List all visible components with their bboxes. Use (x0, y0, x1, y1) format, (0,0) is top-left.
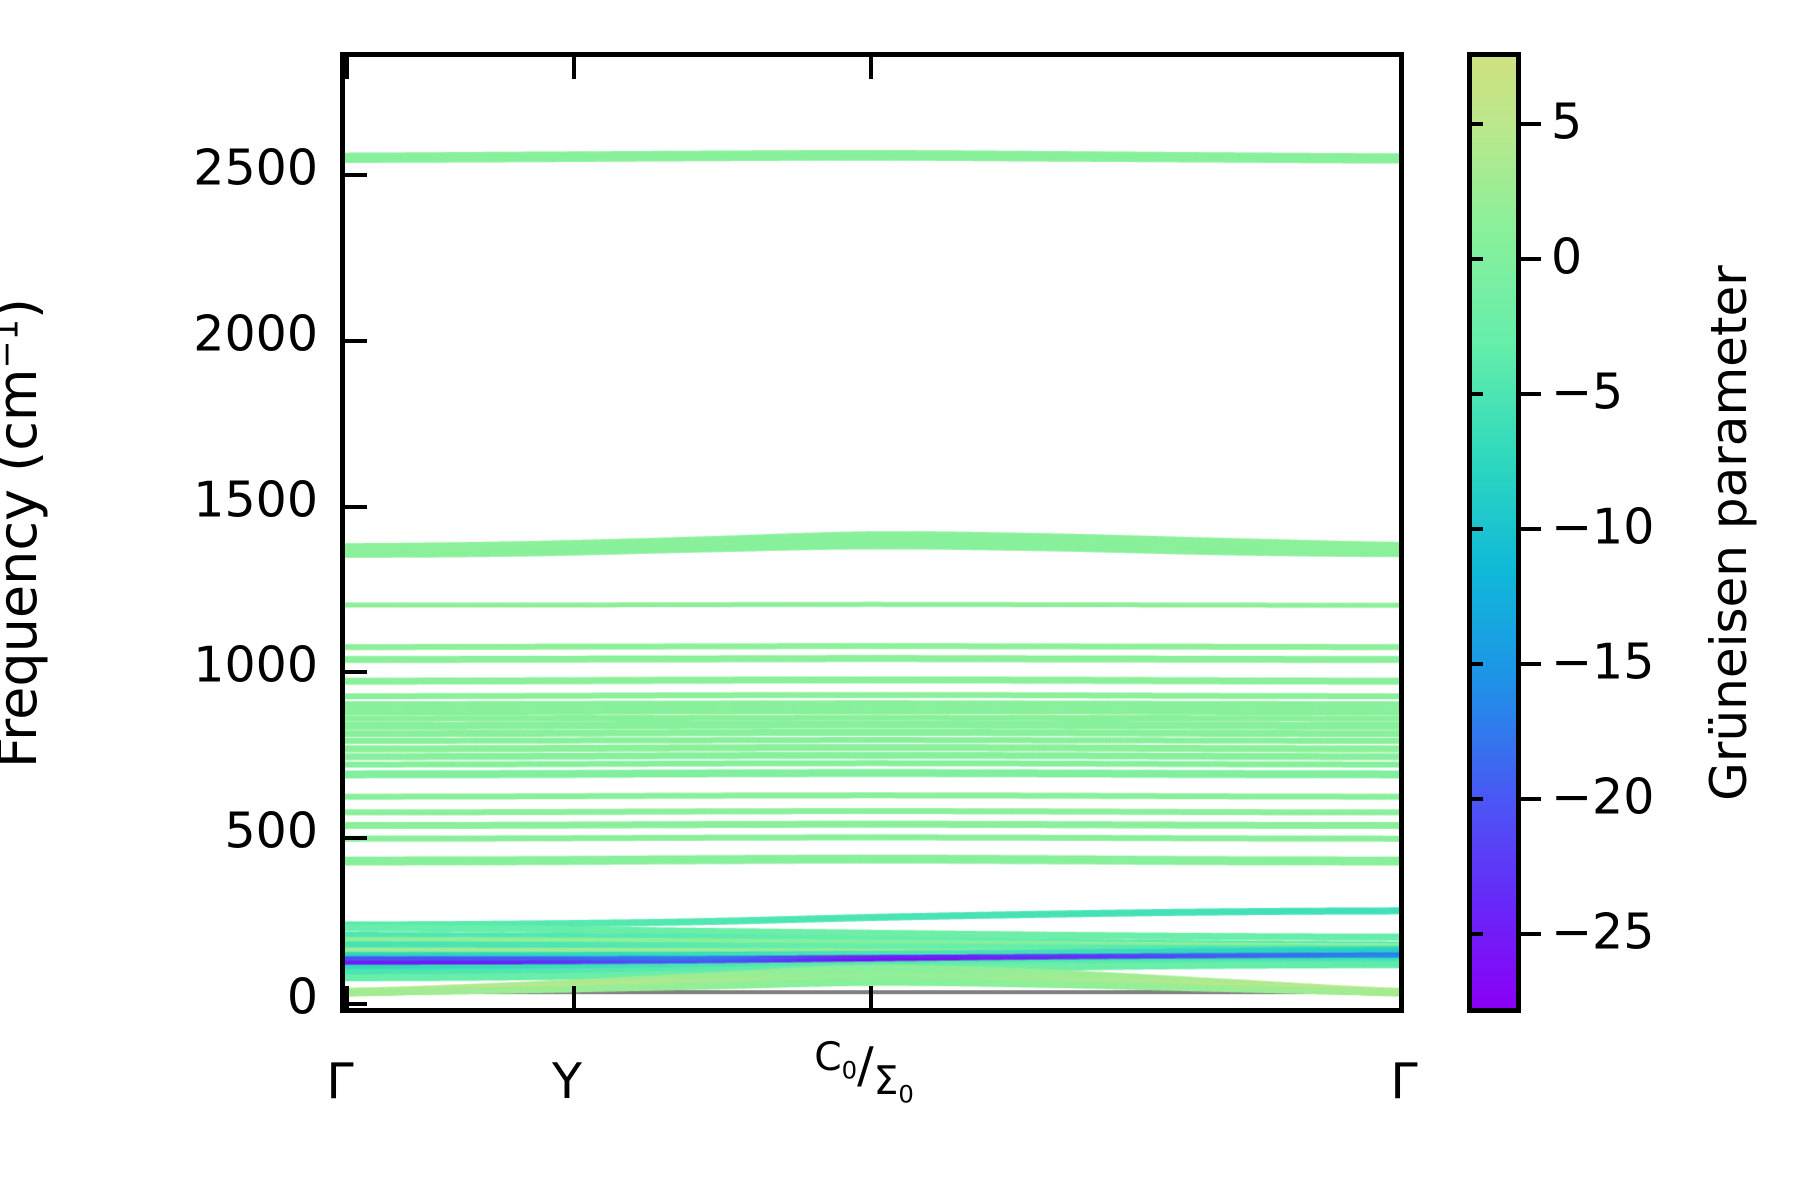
colorbar-tick-mark-inner (1467, 797, 1483, 802)
x-tick-mark (345, 986, 349, 1008)
y-tick-mark (345, 504, 367, 509)
colorbar-tick-mark-inner (1467, 122, 1483, 127)
colorbar-label-text: Grüneisen parameter (1700, 265, 1758, 801)
x-tick-mark (869, 986, 874, 1008)
colorbar-wrapper: 5 0 −5 −10 −15 −20 −25 (1467, 52, 1654, 1013)
x-tick-label: C0/Σ0 (814, 1035, 914, 1109)
y-axis-label-exponent: −1 (0, 319, 26, 369)
phonon-band-canvas (345, 57, 1399, 1008)
y-tick-label: 1500 (193, 471, 318, 529)
y-tick-mark (345, 670, 367, 675)
colorbar-tick-mark (1521, 527, 1541, 532)
colorbar-label: Grüneisen parameter (1700, 265, 1758, 801)
y-tick-mark (345, 836, 367, 841)
x-tick-label-fraction: C0/Σ0 (814, 1035, 914, 1109)
y-tick-label: 0 (286, 968, 318, 1026)
colorbar-tick-mark-inner (1467, 392, 1483, 397)
x-tick-label: Γ (1390, 1053, 1418, 1110)
colorbar-tick-label: −15 (1551, 633, 1655, 691)
x-tick-mark-top (571, 57, 576, 79)
colorbar-tick-mark (1521, 257, 1541, 262)
colorbar-tick-mark-inner (1467, 932, 1483, 937)
x-tick-mark-top (869, 57, 874, 79)
x-tick-mark-top (345, 57, 349, 79)
y-axis-label: Frequency (cm−1) (0, 298, 49, 768)
y-axis-label-tail: ) (0, 298, 49, 319)
colorbar-tick-label: −20 (1551, 768, 1655, 826)
plot-area (340, 52, 1404, 1013)
y-tick-label: 1000 (193, 636, 318, 694)
x-tick-label: Y (551, 1053, 582, 1110)
x-tick-label: Γ (326, 1053, 354, 1110)
colorbar-tick-mark-inner (1467, 662, 1483, 667)
colorbar-tick-label: −10 (1551, 498, 1655, 556)
y-tick-mark (345, 173, 367, 178)
x-tick-mark (571, 986, 576, 1008)
y-axis-label-text: Frequency (cm (0, 368, 49, 768)
colorbar-tick-mark-inner (1467, 527, 1483, 532)
colorbar-gradient (1467, 52, 1521, 1013)
colorbar-tick-label: −5 (1551, 363, 1624, 421)
y-tick-mark (345, 1002, 367, 1007)
colorbar-tick-label: 0 (1551, 228, 1583, 286)
colorbar-tick-label: −25 (1551, 903, 1655, 961)
y-tick-label: 2500 (193, 139, 318, 197)
colorbar-tick-mark (1521, 392, 1541, 397)
colorbar-tick-mark (1521, 797, 1541, 802)
y-tick-label: 500 (224, 802, 318, 860)
colorbar-tick-mark-inner (1467, 257, 1483, 262)
y-tick-mark (345, 338, 367, 343)
colorbar-tick-mark (1521, 662, 1541, 667)
colorbar-tick-mark (1521, 122, 1541, 127)
y-tick-label: 2000 (193, 305, 318, 363)
colorbar-tick-label: 5 (1551, 93, 1583, 151)
colorbar-tick-mark (1521, 932, 1541, 937)
